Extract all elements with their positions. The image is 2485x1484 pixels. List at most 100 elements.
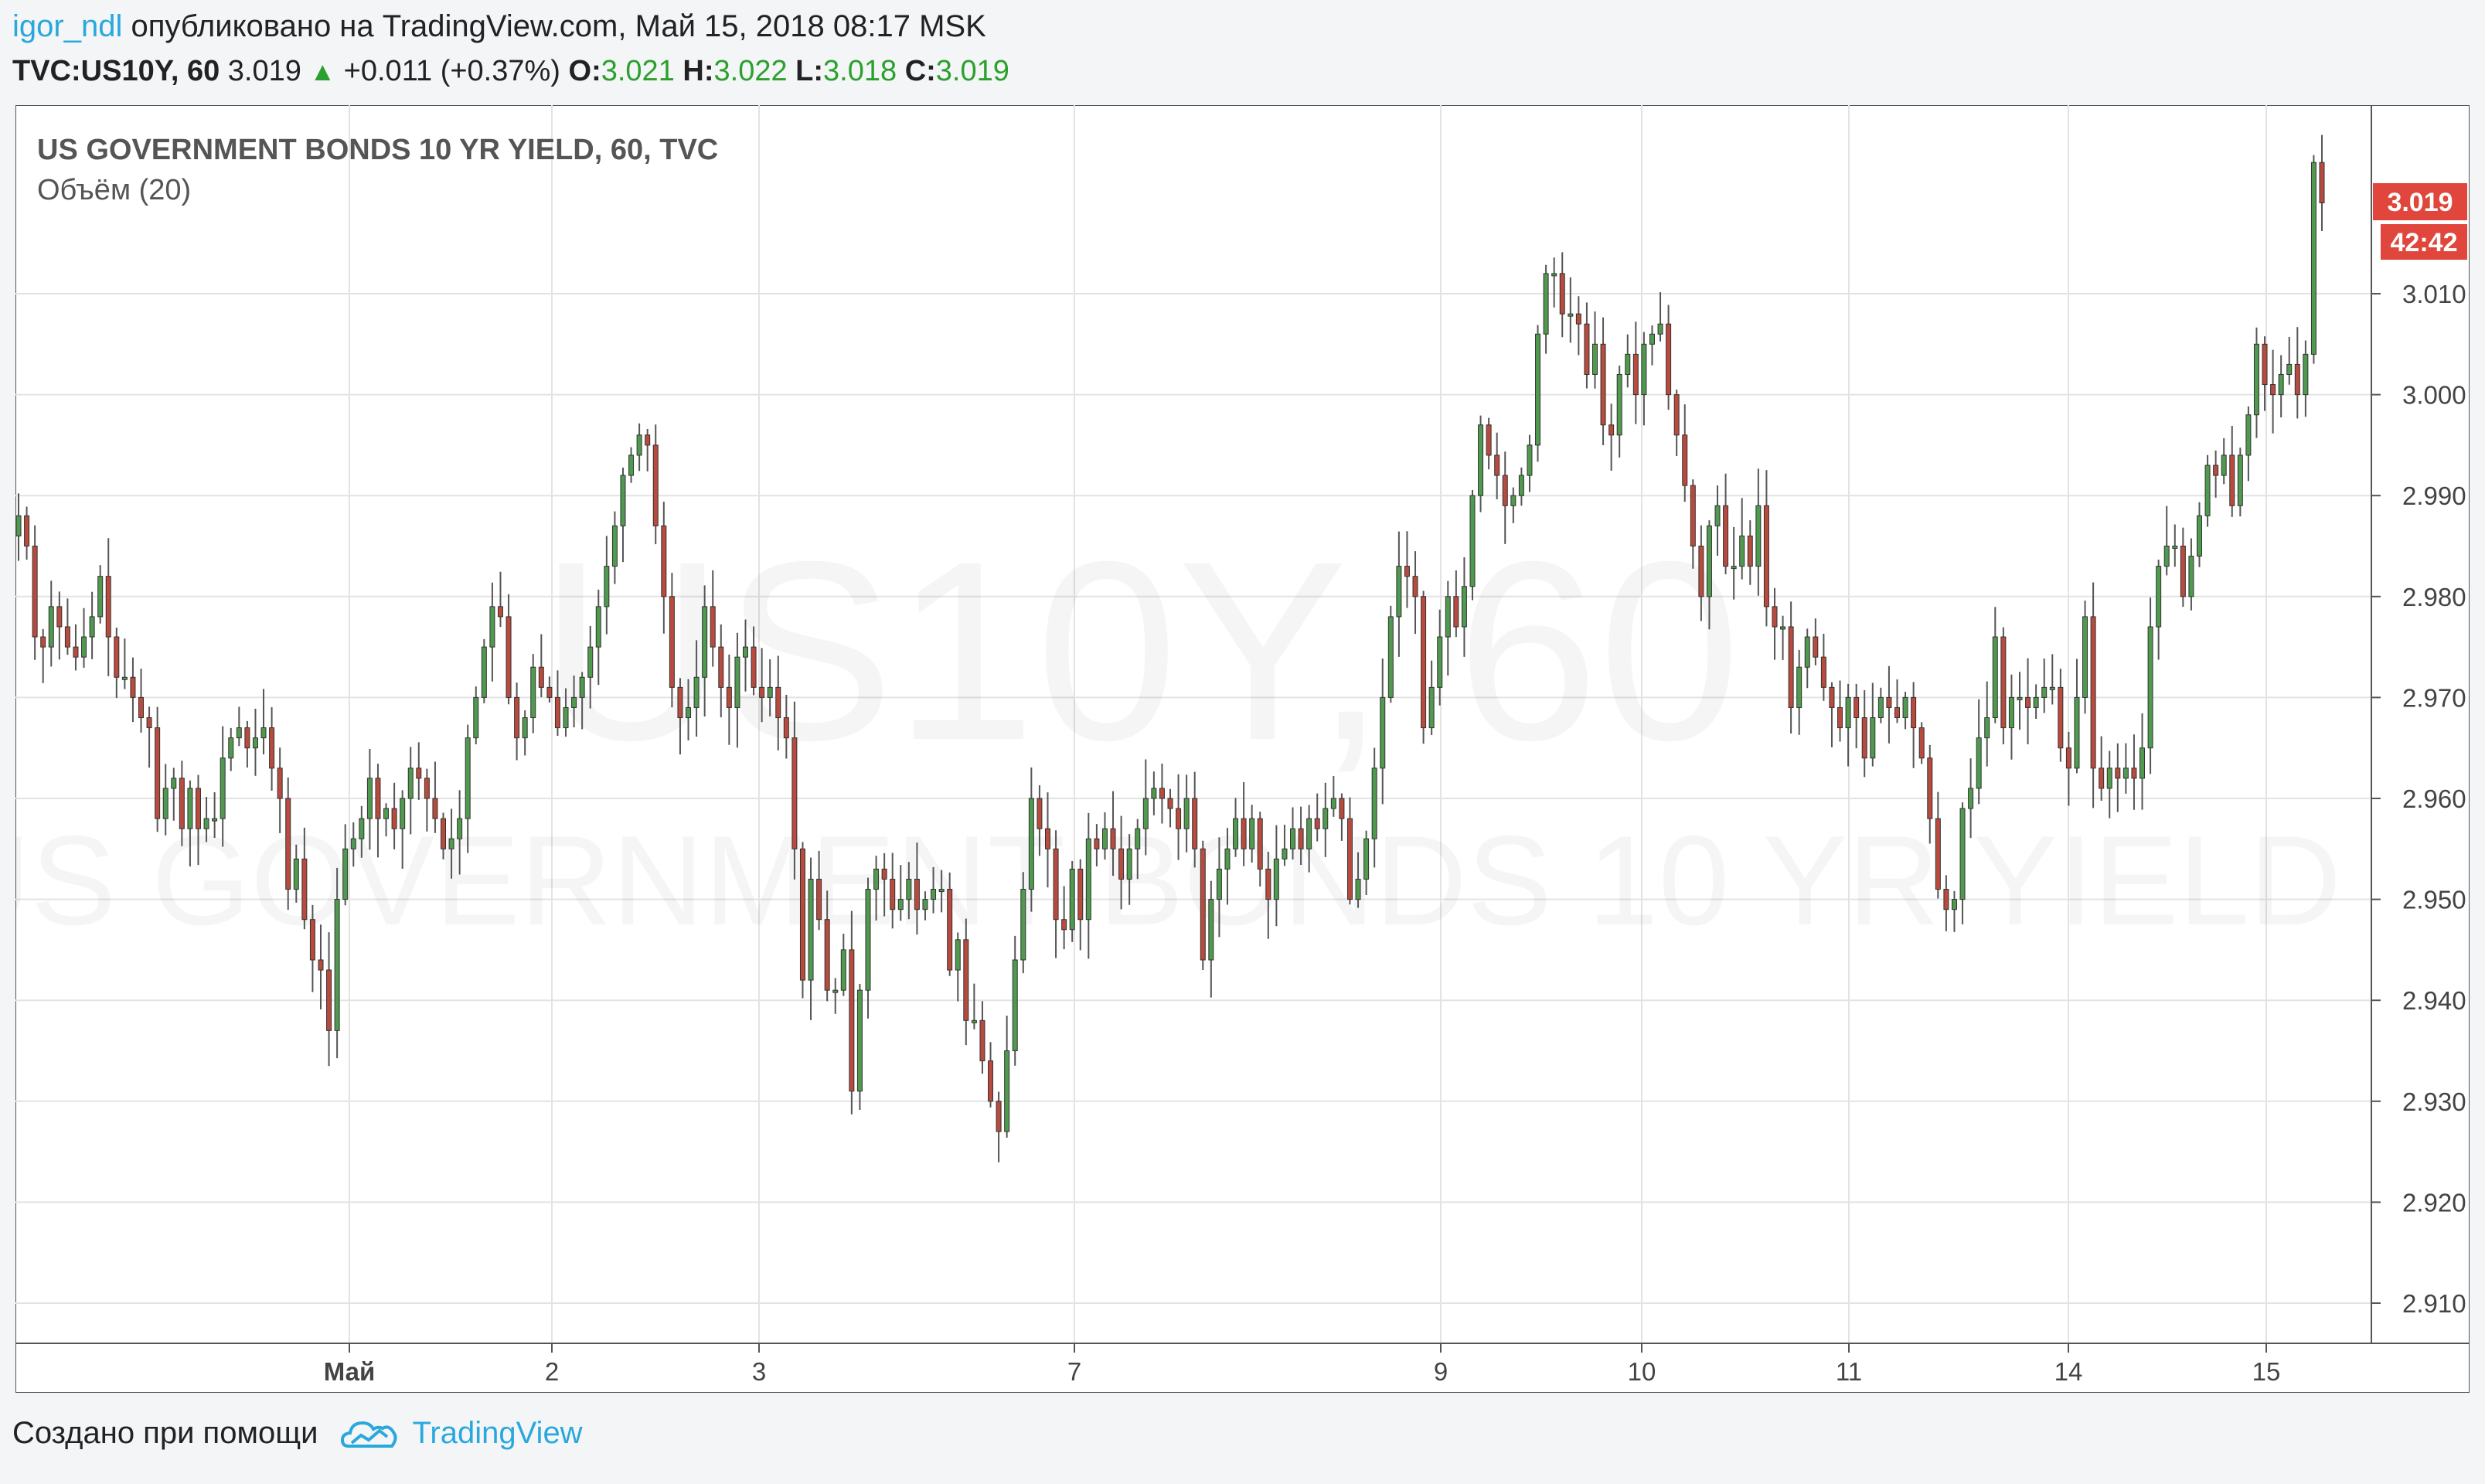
candle-down: [1257, 818, 1263, 870]
candle-up: [767, 686, 773, 698]
candle-up: [2163, 546, 2170, 567]
candle-up: [1877, 696, 1884, 719]
candle-up: [1649, 333, 1655, 345]
candle-down: [1094, 838, 1100, 849]
candle-up: [162, 788, 169, 819]
candle-up: [1755, 505, 1762, 567]
y-tick-label: 2.930: [2402, 1087, 2466, 1116]
candle-up: [563, 706, 569, 729]
candle-down: [1608, 424, 1615, 436]
candle-down: [64, 626, 70, 648]
footer: Создано при помощи TradingView: [12, 1408, 583, 1458]
candle-up: [865, 889, 871, 991]
candle-down: [718, 646, 724, 688]
candle-down: [1453, 596, 1459, 628]
x-tick-label: 10: [1628, 1357, 1656, 1386]
candle-down: [1053, 848, 1059, 921]
x-tick-label: 7: [1067, 1357, 1081, 1386]
candle-down: [849, 949, 855, 1092]
candle-up: [906, 878, 912, 900]
candle-up: [922, 899, 928, 910]
candle-down: [1298, 828, 1304, 849]
candle-up: [2303, 353, 2309, 396]
candle-up: [971, 1019, 977, 1023]
candle-up: [2082, 616, 2088, 698]
candle-down: [759, 686, 765, 698]
y-tick-label: 2.940: [2402, 986, 2466, 1015]
candle-up: [481, 646, 487, 698]
candle-up: [457, 818, 463, 839]
candle-up: [1322, 808, 1329, 829]
candle-down: [979, 1019, 985, 1062]
candle-down: [816, 878, 822, 921]
candle-up: [1306, 818, 1312, 849]
candle-up: [1992, 636, 1998, 719]
chart-panel[interactable]: US10Y, 60 US GOVERNMENT BONDS 10 YR YIEL…: [0, 104, 2470, 1394]
symbol-label: TVC:US10Y, 60: [12, 55, 220, 87]
candle-down: [1698, 546, 1704, 597]
candle-down: [32, 546, 38, 638]
candle-up: [2156, 566, 2162, 628]
candle-up: [1796, 666, 1802, 708]
candles: [15, 134, 2325, 1162]
candle-up: [2196, 515, 2202, 557]
candle-up: [1020, 889, 1026, 961]
candle-up: [1216, 868, 1222, 900]
candle-down: [146, 717, 152, 729]
x-tick-label: 15: [2252, 1357, 2281, 1386]
candle-down: [645, 434, 651, 446]
candle-up: [2017, 696, 2023, 700]
candle-up: [2278, 373, 2284, 396]
high-label: H:: [683, 55, 714, 87]
author-link[interactable]: igor_ndl: [12, 9, 123, 43]
chart-title: US GOVERNMENT BONDS 10 YR YIELD, 60, TVC: [37, 134, 718, 166]
candle-down: [2000, 636, 2007, 729]
x-tick-label: 2: [545, 1357, 559, 1386]
candle-down: [2213, 465, 2219, 476]
candle-up: [1543, 273, 1549, 335]
candle-up: [220, 757, 226, 819]
candle-down: [824, 919, 830, 991]
candle-down: [1314, 818, 1320, 829]
candle-down: [269, 727, 275, 769]
candle-down: [375, 778, 381, 819]
candle-down: [416, 768, 422, 779]
candle-down: [1666, 323, 1672, 396]
candle-up: [856, 989, 863, 1092]
publish-header: igor_ndl опубликовано на TradingView.com…: [12, 8, 986, 45]
candle-down: [1943, 889, 1949, 910]
candlestick-chart[interactable]: US10Y, 60 US GOVERNMENT BONDS 10 YR YIEL…: [0, 104, 2470, 1394]
candle-down: [1412, 576, 1418, 597]
x-tick-label: 11: [1836, 1357, 1862, 1386]
candle-up: [2074, 696, 2080, 769]
candle-down: [1632, 353, 1639, 396]
candle-up: [1535, 333, 1541, 446]
candle-up: [359, 818, 365, 839]
candle-down: [40, 636, 46, 648]
candle-up: [448, 838, 454, 849]
candle-down: [791, 737, 798, 849]
candle-up: [2008, 696, 2014, 729]
candle-down: [1494, 454, 1500, 476]
candle-up: [1959, 808, 1966, 900]
candle-down: [2262, 343, 2268, 386]
low-label: L:: [795, 55, 824, 87]
candle-up: [702, 606, 708, 678]
candle-down: [2270, 384, 2276, 396]
candle-up: [334, 899, 340, 1031]
candle-up: [1902, 696, 1908, 719]
published-text: опубликовано на TradingView.com, Май 15,…: [131, 9, 986, 43]
candle-down: [783, 717, 789, 739]
candle-down: [1339, 798, 1345, 819]
close-value: 3.019: [935, 55, 1009, 87]
candle-down: [726, 686, 732, 708]
candle-down: [1918, 727, 1925, 759]
candle-down: [1559, 273, 1565, 315]
candle-down: [1723, 505, 1729, 567]
candle-down: [2090, 616, 2096, 769]
candle-down: [1077, 868, 1084, 921]
candle-up: [1551, 273, 1557, 277]
candle-down: [179, 778, 185, 829]
candle-up: [1224, 848, 1231, 870]
tradingview-link[interactable]: TradingView: [341, 1408, 583, 1458]
